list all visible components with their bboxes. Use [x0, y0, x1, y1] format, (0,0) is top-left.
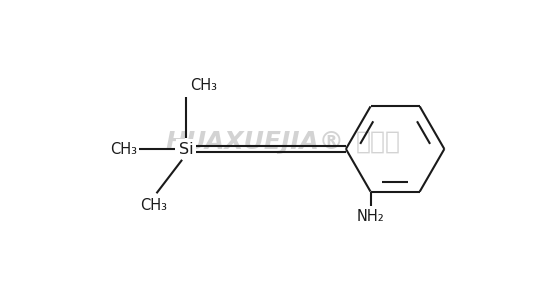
Text: 化学加: 化学加 — [356, 130, 400, 154]
Text: Si: Si — [179, 142, 193, 156]
Text: CH₃: CH₃ — [110, 142, 137, 156]
Text: HUAXUEJIA®: HUAXUEJIA® — [165, 130, 344, 154]
Text: CH₃: CH₃ — [190, 78, 217, 93]
Text: CH₃: CH₃ — [140, 198, 168, 213]
Text: NH₂: NH₂ — [357, 209, 385, 224]
